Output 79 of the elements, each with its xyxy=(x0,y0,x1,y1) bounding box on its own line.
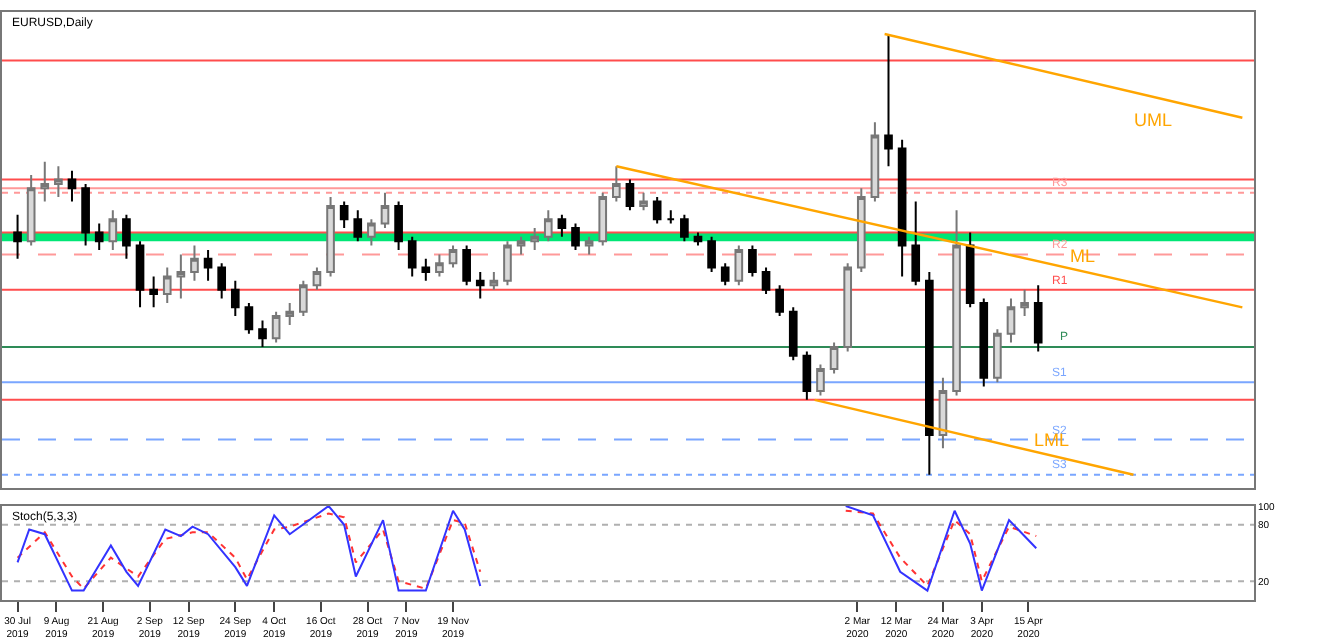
candlestick xyxy=(707,235,716,274)
candlestick xyxy=(516,235,526,256)
candlestick xyxy=(979,297,989,388)
candlestick xyxy=(394,200,403,251)
candlestick xyxy=(938,376,948,450)
candlestick xyxy=(462,244,471,287)
candlestick xyxy=(299,279,308,318)
candlestick xyxy=(720,262,730,287)
candlestick xyxy=(176,253,186,300)
candlestick xyxy=(230,279,240,318)
candlestick xyxy=(367,218,376,247)
candlestick xyxy=(312,266,322,291)
candlestick xyxy=(911,200,921,287)
candlestick xyxy=(258,319,267,348)
candlestick xyxy=(475,271,485,300)
series-label: UML xyxy=(1134,110,1173,130)
candlestick xyxy=(339,200,349,229)
candlestick xyxy=(693,231,703,247)
candlestick xyxy=(652,196,662,225)
candlestick xyxy=(748,244,757,278)
candlestick xyxy=(407,235,417,278)
candlestick xyxy=(26,174,36,247)
candlestick xyxy=(94,222,104,251)
candlestick xyxy=(1006,297,1016,344)
candlestick xyxy=(761,266,771,296)
candlestick xyxy=(190,244,199,282)
candlestick xyxy=(217,262,227,300)
candlestick xyxy=(13,213,22,260)
candlestick xyxy=(952,209,961,397)
candlestick xyxy=(149,275,158,309)
candlestick xyxy=(571,222,580,251)
candlestick xyxy=(666,209,676,225)
candlestick xyxy=(285,301,295,326)
candlestick xyxy=(993,328,1002,384)
candlestick xyxy=(244,301,254,335)
candlestick xyxy=(40,160,50,203)
series-label: LML xyxy=(1034,430,1070,450)
candlestick xyxy=(816,363,825,397)
candlestick xyxy=(884,33,893,168)
candlestick xyxy=(122,213,131,260)
candlestick xyxy=(530,226,540,251)
candlestick xyxy=(856,187,866,274)
candlestick xyxy=(612,165,621,203)
candlestick xyxy=(135,240,145,309)
candlestick xyxy=(203,249,213,282)
candlestick xyxy=(802,350,812,401)
candlestick xyxy=(81,182,90,247)
candlestick xyxy=(965,231,975,309)
candlestick xyxy=(625,178,635,212)
candlestick xyxy=(598,191,608,247)
candlestick xyxy=(1020,288,1029,318)
candlestick xyxy=(788,306,798,362)
candlestick xyxy=(326,196,335,278)
candlestick xyxy=(734,244,744,287)
candlestick xyxy=(543,209,553,243)
candlestick xyxy=(503,240,512,287)
candlestick xyxy=(829,341,839,375)
series-label: ML xyxy=(1070,246,1096,266)
candlestick xyxy=(54,165,63,199)
candlestick xyxy=(162,266,172,304)
candlestick xyxy=(448,244,458,269)
candlestick xyxy=(421,257,431,282)
candlestick xyxy=(271,310,281,344)
candlestick xyxy=(1033,284,1043,353)
candlestick xyxy=(639,191,648,212)
candlestick xyxy=(435,253,444,278)
candlestick xyxy=(557,213,567,238)
candlestick xyxy=(353,209,363,243)
candlestick xyxy=(925,271,934,476)
candlestick xyxy=(108,209,118,251)
candlestick xyxy=(380,191,390,229)
candlestick xyxy=(489,271,499,291)
candlestick xyxy=(584,235,594,256)
candlestick xyxy=(870,121,880,203)
candlestick xyxy=(897,138,907,278)
candlestick xyxy=(843,262,853,353)
candlestick xyxy=(775,284,784,318)
candlestick xyxy=(680,213,689,243)
candlestick xyxy=(67,169,77,203)
